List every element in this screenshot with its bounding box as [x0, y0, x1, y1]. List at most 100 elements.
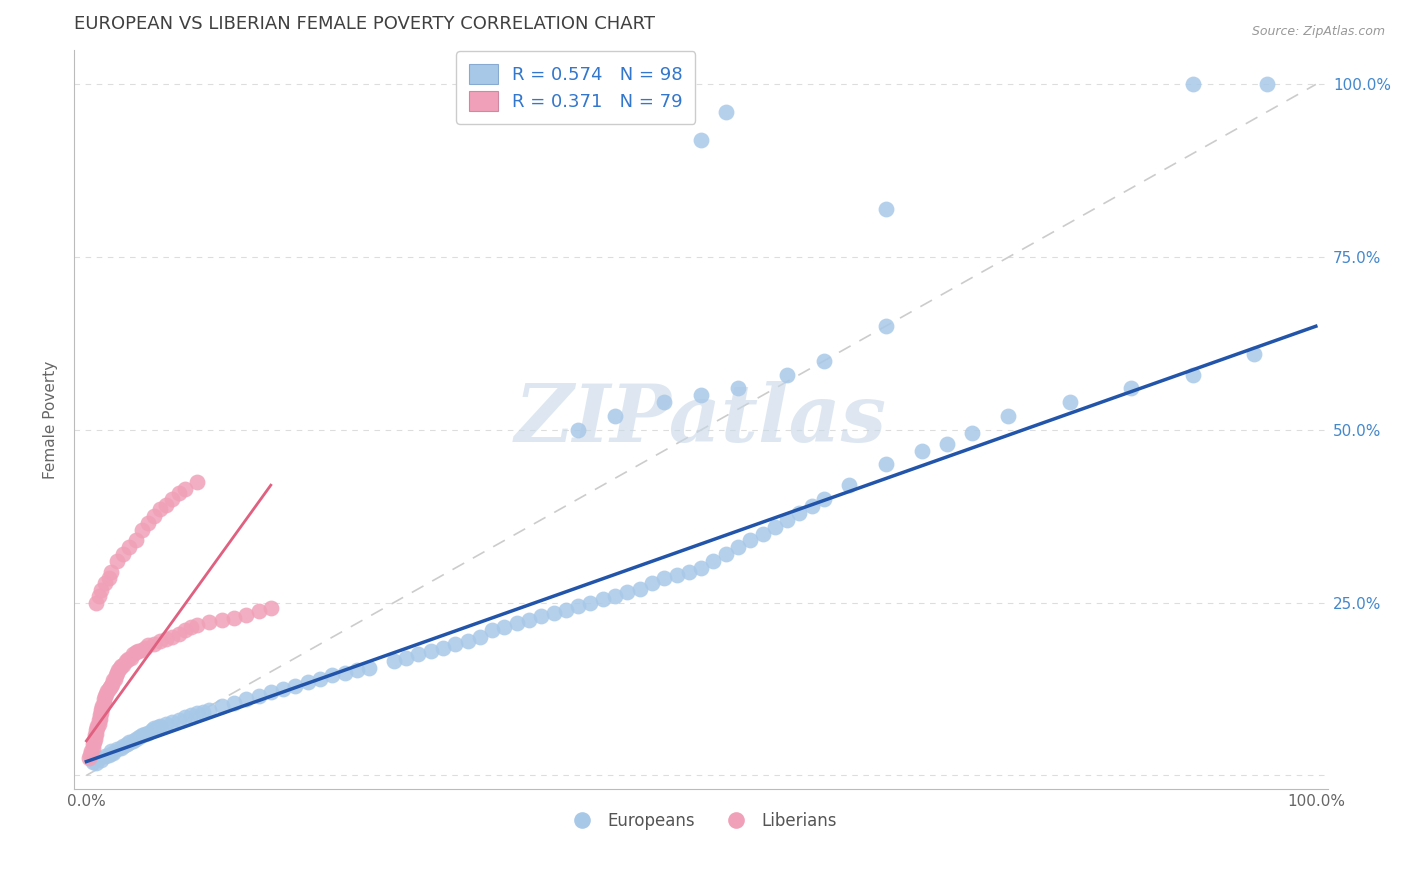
- Point: [247, 604, 270, 618]
- Point: [110, 740, 132, 755]
- Point: [100, 744, 122, 758]
- Point: [359, 661, 381, 675]
- Point: [84, 728, 107, 742]
- Point: [727, 381, 749, 395]
- Point: [641, 576, 664, 591]
- Point: [136, 516, 159, 531]
- Point: [346, 664, 368, 678]
- Legend: Europeans, Liberians: Europeans, Liberians: [558, 805, 844, 837]
- Point: [222, 611, 245, 625]
- Point: [1121, 381, 1143, 395]
- Point: [94, 689, 117, 703]
- Point: [84, 727, 107, 741]
- Point: [146, 720, 169, 734]
- Point: [82, 740, 104, 755]
- Point: [149, 502, 172, 516]
- Point: [247, 689, 270, 703]
- Point: [690, 561, 713, 575]
- Point: [143, 722, 166, 736]
- Point: [112, 657, 135, 672]
- Point: [481, 624, 503, 638]
- Point: [567, 599, 589, 613]
- Point: [143, 637, 166, 651]
- Point: [149, 719, 172, 733]
- Point: [87, 713, 110, 727]
- Point: [616, 585, 638, 599]
- Point: [80, 744, 103, 758]
- Point: [134, 727, 156, 741]
- Point: [800, 499, 823, 513]
- Point: [90, 703, 112, 717]
- Point: [93, 696, 115, 710]
- Point: [875, 319, 897, 334]
- Point: [131, 728, 153, 742]
- Point: [162, 630, 184, 644]
- Point: [235, 608, 257, 623]
- Point: [167, 486, 190, 500]
- Point: [82, 737, 104, 751]
- Point: [136, 639, 159, 653]
- Point: [94, 687, 117, 701]
- Point: [260, 601, 283, 615]
- Point: [107, 664, 129, 678]
- Point: [105, 742, 128, 756]
- Point: [875, 202, 897, 216]
- Point: [297, 675, 319, 690]
- Point: [838, 478, 860, 492]
- Point: [789, 506, 811, 520]
- Point: [180, 620, 202, 634]
- Point: [813, 353, 835, 368]
- Point: [678, 565, 700, 579]
- Point: [1256, 78, 1278, 92]
- Point: [90, 753, 112, 767]
- Point: [110, 659, 132, 673]
- Point: [271, 681, 294, 696]
- Point: [198, 703, 221, 717]
- Point: [108, 661, 131, 675]
- Point: [96, 684, 118, 698]
- Point: [103, 746, 125, 760]
- Point: [457, 633, 479, 648]
- Point: [408, 648, 430, 662]
- Point: [122, 648, 145, 662]
- Point: [468, 630, 491, 644]
- Point: [1181, 368, 1204, 382]
- Point: [141, 723, 163, 738]
- Point: [960, 426, 983, 441]
- Point: [100, 565, 122, 579]
- Point: [505, 616, 527, 631]
- Point: [579, 596, 602, 610]
- Point: [86, 719, 108, 733]
- Point: [419, 644, 441, 658]
- Point: [751, 526, 773, 541]
- Point: [90, 706, 112, 721]
- Point: [173, 624, 195, 638]
- Point: [112, 547, 135, 561]
- Point: [444, 637, 467, 651]
- Point: [155, 632, 177, 646]
- Point: [260, 685, 283, 699]
- Point: [89, 712, 111, 726]
- Point: [83, 735, 105, 749]
- Point: [554, 602, 576, 616]
- Point: [84, 732, 107, 747]
- Point: [127, 644, 149, 658]
- Point: [136, 725, 159, 739]
- Point: [1243, 347, 1265, 361]
- Y-axis label: Female Poverty: Female Poverty: [44, 360, 58, 479]
- Point: [100, 679, 122, 693]
- Point: [91, 699, 114, 714]
- Point: [198, 615, 221, 629]
- Point: [333, 666, 356, 681]
- Point: [124, 533, 146, 548]
- Point: [494, 620, 516, 634]
- Point: [517, 613, 540, 627]
- Point: [86, 722, 108, 736]
- Point: [714, 105, 737, 120]
- Point: [120, 651, 142, 665]
- Point: [776, 513, 799, 527]
- Text: ZIPatlas: ZIPatlas: [515, 381, 887, 458]
- Point: [186, 475, 208, 489]
- Point: [94, 576, 117, 591]
- Point: [77, 751, 100, 765]
